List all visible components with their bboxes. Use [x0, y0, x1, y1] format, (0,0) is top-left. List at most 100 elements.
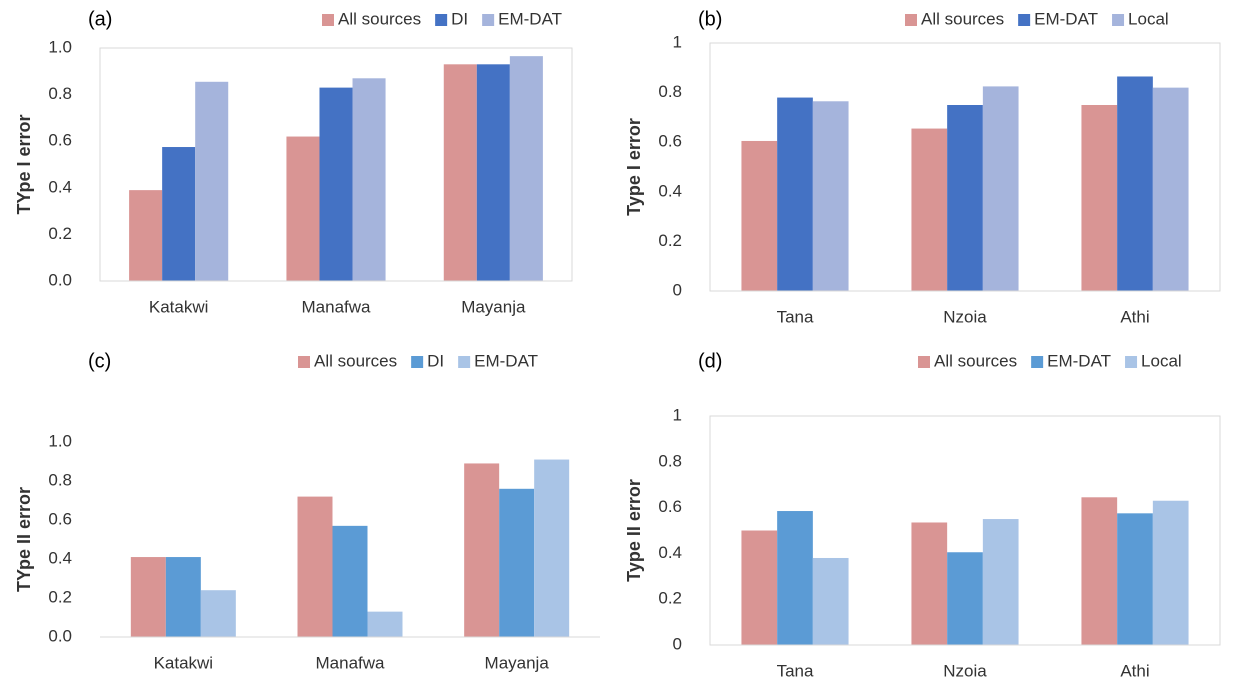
legend-label: EM-DAT [474, 351, 538, 370]
legend-label: All sources [934, 351, 1017, 370]
legend-swatch [458, 356, 471, 368]
y-tick-label: 0.2 [48, 224, 72, 243]
y-tick-label: 0.4 [658, 181, 682, 200]
legend-swatch [298, 356, 310, 368]
legend-label: All sources [338, 9, 421, 28]
y-tick-label: 0.2 [658, 589, 682, 608]
legend-swatch [411, 356, 424, 368]
bar [499, 488, 535, 637]
bar [911, 522, 948, 645]
y-tick-label: 1.0 [48, 431, 72, 450]
bar [367, 611, 403, 637]
legend-label: EM-DAT [1034, 9, 1098, 28]
panel-label: (a) [88, 8, 112, 30]
legend-label: Local [1141, 351, 1182, 370]
bar [332, 525, 368, 637]
bar [982, 519, 1019, 645]
panel: (c) TYpe II error 0.0 0.2 0.4 0.6 0.8 1.0 Katakw… [14, 350, 600, 672]
panel: (b) Type I error 0 0.2 0.4 0.6 0.8 1 Tana Nzoia At… [624, 8, 1221, 326]
y-tick-label: 0.8 [48, 470, 72, 489]
x-tick-label: Katakwi [154, 653, 214, 672]
y-tick-label: 0 [673, 280, 682, 299]
legend-swatch [1125, 356, 1138, 368]
bar [1117, 76, 1153, 291]
x-tick-label: Manafwa [302, 297, 372, 316]
bar [129, 190, 163, 281]
bar [1081, 105, 1118, 291]
y-axis-label: TYpe II error [14, 487, 34, 592]
legend-label: DI [427, 351, 444, 370]
bar [911, 128, 948, 291]
bar [165, 557, 201, 637]
legend-swatch [1018, 14, 1031, 26]
y-tick-label: 0.6 [48, 509, 72, 528]
x-tick-label: Athi [1120, 661, 1149, 680]
legend-label: Local [1128, 9, 1169, 28]
x-tick-label: Katakwi [149, 297, 209, 316]
y-tick-label: 0.2 [658, 231, 682, 250]
y-tick-label: 1 [673, 405, 682, 424]
bar [443, 64, 477, 281]
y-tick-label: 0.0 [48, 626, 72, 645]
panel-label: (c) [88, 350, 111, 372]
panel-label: (d) [698, 350, 722, 372]
bar [319, 87, 353, 281]
bar [464, 463, 500, 637]
bar [947, 105, 983, 291]
x-tick-label: Nzoia [943, 661, 987, 680]
y-tick-label: 0 [673, 634, 682, 653]
bar [162, 147, 196, 281]
x-tick-label: Mayanja [461, 297, 526, 316]
bar [509, 56, 543, 281]
y-tick-label: 0.4 [48, 177, 72, 196]
bar [1081, 497, 1118, 645]
legend-label: DI [451, 9, 468, 28]
y-tick-label: 0.6 [658, 497, 682, 516]
y-tick-label: 0.8 [48, 84, 72, 103]
legend-swatch [918, 356, 930, 368]
legend-swatch [322, 14, 334, 26]
bar [812, 557, 849, 645]
legend-label: All sources [921, 9, 1004, 28]
legend-label: All sources [314, 351, 397, 370]
bar [476, 64, 510, 281]
y-tick-label: 0.6 [658, 132, 682, 151]
bar [195, 81, 229, 281]
x-tick-label: Manafwa [316, 653, 386, 672]
x-tick-label: Tana [777, 307, 814, 326]
bar [741, 140, 778, 291]
y-tick-label: 0.0 [48, 270, 72, 289]
x-tick-label: Nzoia [943, 307, 987, 326]
x-tick-label: Athi [1120, 307, 1149, 326]
y-tick-label: 1.0 [48, 37, 72, 56]
panel: (d) Type II error 0 0.2 0.4 0.6 0.8 1 Tana Nzoia A… [624, 350, 1221, 680]
legend-label: EM-DAT [498, 9, 562, 28]
bar [352, 78, 386, 281]
legend-swatch [1031, 356, 1044, 368]
y-tick-label: 0.4 [658, 543, 682, 562]
bar [130, 557, 166, 637]
bar [777, 511, 813, 645]
legend-label: EM-DAT [1047, 351, 1111, 370]
legend-swatch [482, 14, 495, 26]
y-tick-label: 0.8 [658, 82, 682, 101]
y-axis-label: Type II error [624, 479, 644, 582]
y-axis-label: Type I error [624, 118, 644, 216]
legend-swatch [435, 14, 448, 26]
bar [1117, 513, 1153, 645]
bar [297, 496, 333, 637]
bar [741, 530, 778, 645]
bar [534, 459, 570, 637]
bar [812, 101, 849, 291]
y-axis-label: TYpe I error [14, 114, 34, 214]
bar [947, 552, 983, 645]
y-tick-label: 0.2 [48, 587, 72, 606]
y-tick-label: 0.8 [658, 451, 682, 470]
bar [286, 136, 320, 281]
y-tick-label: 0.6 [48, 131, 72, 150]
bar [982, 86, 1019, 292]
legend-swatch [1112, 14, 1125, 26]
y-tick-label: 0.4 [48, 548, 72, 567]
y-tick-label: 1 [673, 32, 682, 51]
